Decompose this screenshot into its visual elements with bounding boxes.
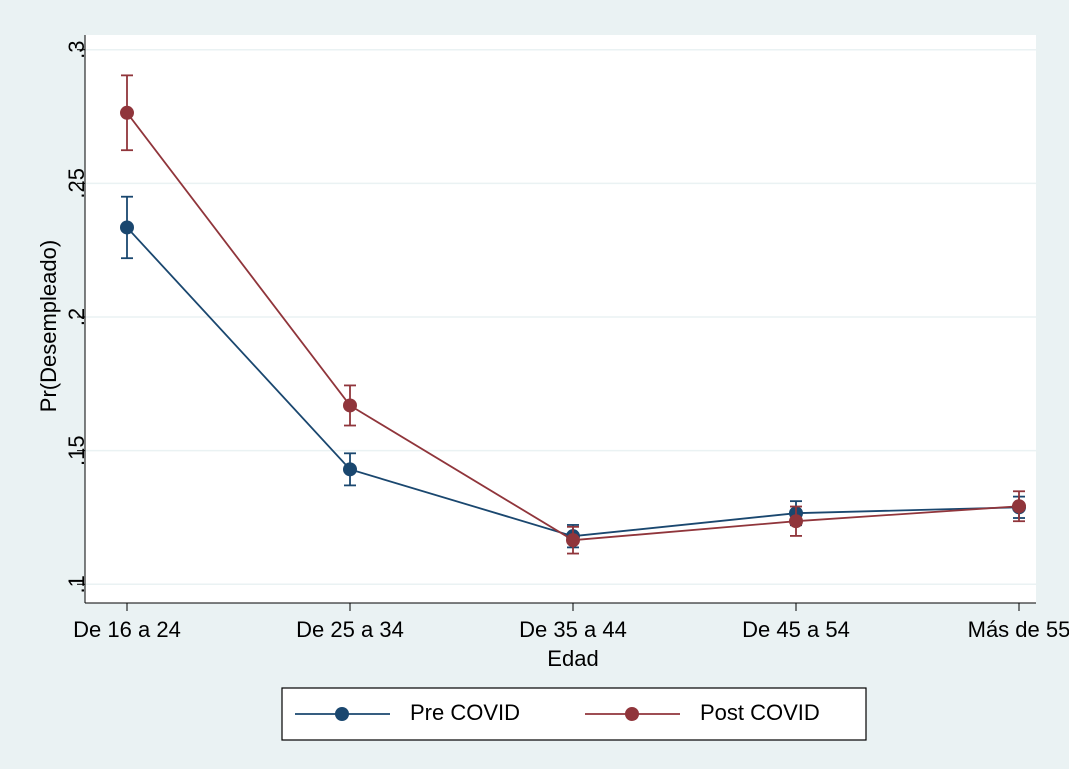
legend-label: Post COVID (700, 700, 820, 725)
y-tick-label: .3 (64, 41, 89, 59)
legend-marker (335, 707, 349, 721)
legend-label: Pre COVID (410, 700, 520, 725)
point (343, 462, 357, 477)
y-tick-label: .1 (64, 575, 89, 593)
point (120, 105, 134, 120)
point (343, 398, 357, 413)
x-tick-label: De 25 a 34 (296, 617, 404, 642)
point (566, 533, 580, 548)
point (789, 514, 803, 529)
plot-area (85, 35, 1036, 603)
y-axis-title: Pr(Desempleado) (36, 240, 61, 412)
y-tick-label: .2 (64, 308, 89, 326)
x-tick-label: De 16 a 24 (73, 617, 181, 642)
legend-marker (625, 707, 639, 721)
point (1012, 499, 1026, 514)
x-tick-label: De 45 a 54 (742, 617, 850, 642)
x-tick-label: De 35 a 44 (519, 617, 627, 642)
point (120, 220, 134, 235)
x-tick-label: Más de 55 (968, 617, 1069, 642)
x-axis-title: Edad (547, 646, 598, 671)
